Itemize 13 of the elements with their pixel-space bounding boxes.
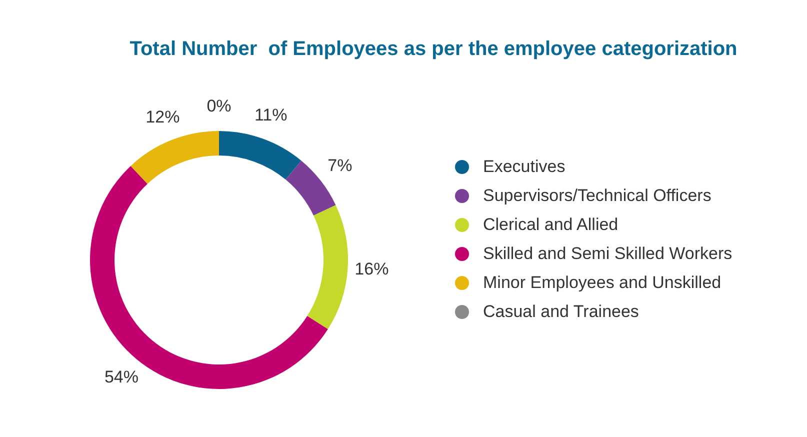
legend-label: Supervisors/Technical Officers	[483, 186, 712, 206]
data-label: 16%	[354, 259, 389, 278]
legend-label: Clerical and Allied	[483, 214, 618, 234]
data-label: 54%	[104, 368, 138, 387]
legend-label: Casual and Trainees	[483, 302, 639, 322]
legend-label: Executives	[483, 156, 566, 176]
legend-label: Skilled and Semi Skilled Workers	[483, 244, 732, 264]
legend-label: Minor Employees and Unskilled	[483, 272, 722, 292]
chart-title: Total Number of Employees as per the employee categorization	[128, 38, 738, 61]
data-label: 11%	[254, 106, 288, 125]
data-label: 7%	[328, 156, 352, 175]
data-label: 12%	[146, 107, 180, 126]
text: 0%	[206, 96, 232, 116]
